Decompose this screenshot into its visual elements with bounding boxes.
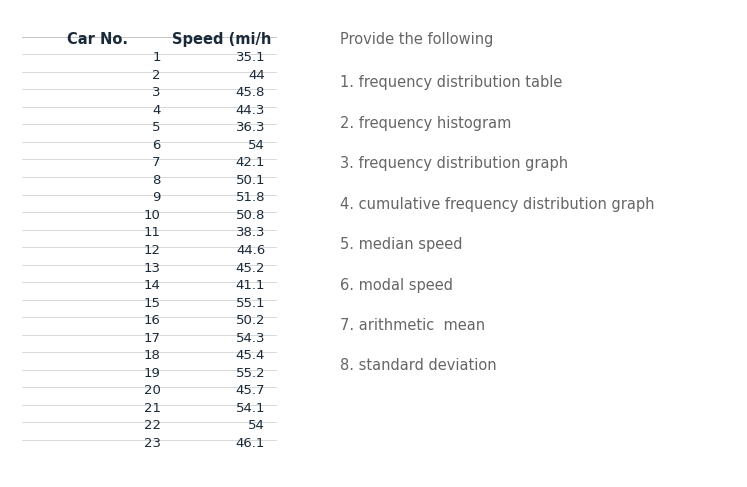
Text: 15: 15 [143, 297, 161, 310]
Text: 44.3: 44.3 [236, 104, 265, 117]
Text: 45.2: 45.2 [236, 262, 265, 275]
Text: 2. frequency histogram: 2. frequency histogram [340, 116, 511, 131]
Text: 11: 11 [143, 226, 161, 240]
Text: 38.3: 38.3 [236, 226, 265, 240]
Text: 23: 23 [143, 437, 161, 450]
Text: 51.8: 51.8 [236, 191, 265, 205]
Text: 50.8: 50.8 [236, 209, 265, 222]
Text: 6. modal speed: 6. modal speed [340, 278, 453, 293]
Text: 54.3: 54.3 [236, 332, 265, 345]
Text: 45.8: 45.8 [236, 86, 265, 99]
Text: 46.1: 46.1 [236, 437, 265, 450]
Text: 54: 54 [248, 139, 265, 152]
Text: 13: 13 [143, 262, 161, 275]
Text: 5: 5 [152, 121, 161, 134]
Text: 54: 54 [248, 419, 265, 432]
Text: Provide the following: Provide the following [340, 32, 493, 47]
Text: 44: 44 [249, 69, 265, 82]
Text: 19: 19 [143, 367, 161, 380]
Text: 22: 22 [143, 419, 161, 432]
Text: 3. frequency distribution graph: 3. frequency distribution graph [340, 156, 568, 171]
Text: 21: 21 [143, 402, 161, 415]
Text: 55.2: 55.2 [235, 367, 265, 380]
Text: 1: 1 [152, 51, 161, 64]
Text: 54.1: 54.1 [236, 402, 265, 415]
Text: 12: 12 [143, 244, 161, 257]
Text: 17: 17 [143, 332, 161, 345]
Text: 35.1: 35.1 [235, 51, 265, 64]
Text: 4: 4 [152, 104, 161, 117]
Text: 2: 2 [152, 69, 161, 82]
Text: 8: 8 [152, 174, 161, 187]
Text: 55.1: 55.1 [235, 297, 265, 310]
Text: 9: 9 [152, 191, 161, 205]
Text: 7: 7 [152, 156, 161, 169]
Text: 50.1: 50.1 [236, 174, 265, 187]
Text: 4. cumulative frequency distribution graph: 4. cumulative frequency distribution gra… [340, 197, 654, 212]
Text: 44.6: 44.6 [236, 244, 265, 257]
Text: 6: 6 [152, 139, 161, 152]
Text: 41.1: 41.1 [236, 279, 265, 292]
Text: 42.1: 42.1 [236, 156, 265, 169]
Text: 1. frequency distribution table: 1. frequency distribution table [340, 75, 562, 91]
Text: 45.7: 45.7 [236, 384, 265, 397]
Text: 50.2: 50.2 [236, 314, 265, 327]
Text: 18: 18 [143, 349, 161, 362]
Text: 8. standard deviation: 8. standard deviation [340, 358, 497, 374]
Text: 14: 14 [143, 279, 161, 292]
Text: 3: 3 [152, 86, 161, 99]
Text: 16: 16 [143, 314, 161, 327]
Text: 7. arithmetic  mean: 7. arithmetic mean [340, 318, 485, 333]
Text: Speed (mi/h: Speed (mi/h [172, 32, 271, 47]
Text: 45.4: 45.4 [236, 349, 265, 362]
Text: 36.3: 36.3 [236, 121, 265, 134]
Text: 5. median speed: 5. median speed [340, 237, 462, 252]
Text: 20: 20 [143, 384, 161, 397]
Text: Car No.: Car No. [67, 32, 128, 47]
Text: 10: 10 [143, 209, 161, 222]
